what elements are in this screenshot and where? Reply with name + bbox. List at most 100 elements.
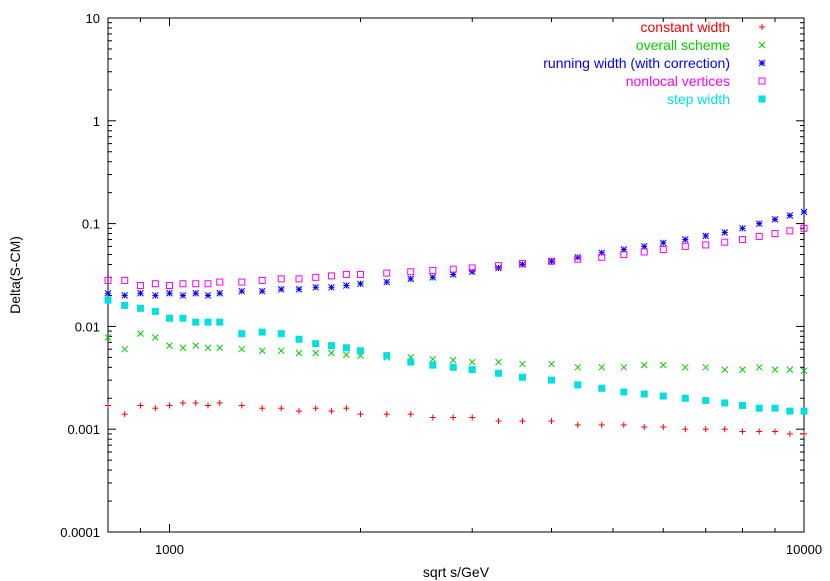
data-point bbox=[800, 224, 808, 232]
data-point bbox=[296, 408, 303, 415]
data-point bbox=[383, 269, 391, 277]
data-point bbox=[786, 227, 794, 235]
series-0 bbox=[105, 399, 807, 437]
data-point bbox=[383, 278, 391, 286]
axis-ticks: 0.0001 0.001 0.01 0.1 1 10 1000 10000 bbox=[60, 11, 822, 557]
data-point bbox=[258, 287, 266, 295]
data-point bbox=[383, 352, 391, 360]
data-point bbox=[121, 411, 128, 418]
data-point bbox=[640, 243, 648, 250]
data-point bbox=[151, 280, 159, 288]
data-point bbox=[786, 366, 794, 373]
data-point bbox=[166, 289, 173, 297]
data-point bbox=[721, 366, 729, 373]
legend-marker bbox=[758, 59, 766, 67]
data-point bbox=[468, 264, 476, 272]
y-tick-label: 0.001 bbox=[67, 422, 100, 437]
legend-marker bbox=[758, 95, 766, 103]
series-4 bbox=[104, 296, 808, 415]
data-point bbox=[739, 428, 746, 435]
data-point bbox=[574, 421, 581, 428]
data-point bbox=[721, 426, 728, 433]
data-point bbox=[739, 402, 747, 410]
data-point bbox=[136, 281, 144, 289]
data-point bbox=[204, 344, 212, 352]
data-point bbox=[312, 349, 320, 357]
data-point bbox=[277, 347, 285, 355]
data-point bbox=[468, 366, 476, 374]
data-point bbox=[328, 349, 335, 357]
data-point bbox=[449, 265, 457, 273]
data-point bbox=[238, 402, 245, 409]
data-point bbox=[295, 275, 303, 283]
data-point bbox=[277, 275, 285, 283]
data-point bbox=[429, 273, 437, 281]
plot-frame bbox=[107, 17, 805, 533]
legend-label: overall scheme bbox=[636, 37, 730, 53]
y-tick-label: 0.1 bbox=[82, 217, 100, 232]
data-point bbox=[151, 307, 159, 315]
data-point bbox=[574, 363, 582, 371]
data-point bbox=[165, 314, 173, 322]
data-point bbox=[205, 402, 212, 409]
x-tick-label: 10000 bbox=[786, 542, 822, 557]
data-point bbox=[494, 262, 502, 270]
data-point bbox=[429, 355, 437, 363]
data-point bbox=[121, 301, 129, 309]
data-point bbox=[238, 345, 246, 353]
data-point bbox=[328, 408, 335, 415]
data-point bbox=[204, 318, 212, 326]
data-point bbox=[721, 238, 729, 246]
data-point bbox=[192, 399, 199, 406]
data-point bbox=[192, 318, 200, 326]
series-1 bbox=[104, 330, 808, 375]
data-point bbox=[786, 430, 793, 437]
data-point bbox=[518, 259, 526, 267]
data-point bbox=[383, 411, 390, 418]
data-point bbox=[640, 248, 648, 256]
data-point bbox=[702, 426, 709, 433]
data-point bbox=[548, 360, 555, 368]
data-point bbox=[216, 399, 223, 406]
legend-marker bbox=[758, 77, 766, 85]
data-point bbox=[192, 342, 200, 349]
data-point bbox=[216, 344, 224, 352]
data-point bbox=[755, 220, 763, 227]
data-point bbox=[166, 342, 173, 349]
data-point bbox=[771, 215, 779, 223]
data-point bbox=[702, 397, 710, 405]
data-point bbox=[620, 363, 628, 371]
data-point bbox=[137, 289, 144, 297]
data-point bbox=[786, 407, 794, 415]
data-point bbox=[519, 360, 526, 368]
data-point bbox=[702, 241, 710, 249]
data-point bbox=[494, 369, 502, 377]
data-point bbox=[721, 399, 729, 407]
data-point bbox=[598, 384, 606, 392]
data-point bbox=[681, 394, 689, 402]
data-point bbox=[574, 381, 582, 389]
data-point bbox=[801, 430, 807, 437]
data-point bbox=[429, 266, 437, 274]
data-point bbox=[771, 366, 779, 373]
data-point bbox=[407, 411, 414, 418]
y-tick-label: 1 bbox=[93, 114, 100, 129]
data-point bbox=[739, 366, 746, 373]
data-point bbox=[104, 334, 112, 341]
data-point bbox=[800, 367, 808, 375]
y-tick-label: 10 bbox=[86, 11, 100, 26]
x-axis-label: sqrt s/GeV bbox=[423, 564, 490, 580]
data-point bbox=[121, 276, 129, 284]
data-point bbox=[179, 314, 187, 322]
data-point bbox=[357, 411, 364, 418]
data-point bbox=[328, 283, 335, 291]
data-point bbox=[179, 344, 187, 352]
data-point bbox=[468, 358, 476, 366]
data-point bbox=[771, 230, 779, 238]
data-point bbox=[238, 278, 246, 286]
data-point bbox=[104, 276, 112, 284]
data-point bbox=[548, 257, 556, 265]
data-point bbox=[681, 363, 689, 371]
data-point bbox=[238, 330, 246, 338]
